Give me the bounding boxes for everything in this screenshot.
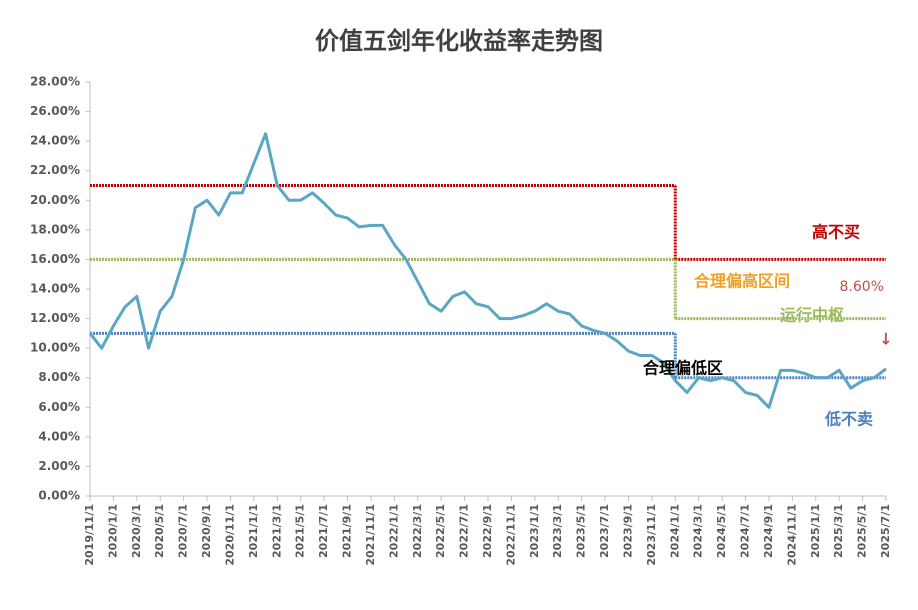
y-tick-label: 4.00% <box>38 429 80 443</box>
x-tick-label: 2021/3/1 <box>270 504 283 558</box>
x-tick-label: 2020/3/1 <box>130 504 143 558</box>
x-tick-label: 2019/11/1 <box>83 504 96 566</box>
x-tick-label: 2024/7/1 <box>739 504 752 558</box>
y-tick-label: 16.00% <box>30 252 80 266</box>
x-tick-label: 2024/9/1 <box>762 504 775 558</box>
x-tick-label: 2025/3/1 <box>832 504 845 558</box>
annotation: 合理偏高区间 <box>694 272 790 291</box>
y-tick-label: 8.00% <box>38 370 80 384</box>
x-tick-label: 2020/1/1 <box>106 504 119 558</box>
x-tick-label: 2021/11/1 <box>364 504 377 566</box>
x-tick-label: 2022/5/1 <box>434 504 447 558</box>
x-tick-label: 2020/7/1 <box>177 504 190 558</box>
x-tick-label: 2023/1/1 <box>528 504 541 558</box>
data-line <box>88 132 887 409</box>
value-label: 8.60% <box>840 279 884 295</box>
x-tick-label: 2024/3/1 <box>692 504 705 558</box>
x-tick-label: 2025/5/1 <box>856 504 869 558</box>
x-tick-label: 2021/9/1 <box>341 504 354 558</box>
y-tick-label: 20.00% <box>30 193 80 207</box>
x-tick-label: 2025/1/1 <box>809 504 822 558</box>
annotation: 高不买 <box>812 223 860 242</box>
x-tick-label: 2023/3/1 <box>551 504 564 558</box>
y-tick-label: 18.00% <box>30 222 80 236</box>
y-tick-label: 28.00% <box>30 75 80 89</box>
annotation: 低不卖 <box>824 410 873 429</box>
annotation: 合理偏低区 <box>643 359 723 378</box>
x-tick-label: 2023/5/1 <box>575 504 588 558</box>
x-tick-label: 2023/9/1 <box>621 504 634 558</box>
y-tick-label: 22.00% <box>30 163 80 177</box>
x-tick-label: 2022/11/1 <box>504 504 517 566</box>
y-tick-label: 14.00% <box>30 282 80 296</box>
y-tick-label: 10.00% <box>30 341 80 355</box>
x-tick-label: 2021/1/1 <box>247 504 260 558</box>
x-tick-label: 2020/5/1 <box>153 504 166 558</box>
y-tick-label: 2.00% <box>38 459 80 473</box>
y-tick-label: 24.00% <box>30 134 80 148</box>
x-tick-label: 2022/1/1 <box>387 504 400 558</box>
x-tick-label: 2021/7/1 <box>317 504 330 558</box>
y-tick-label: 6.00% <box>38 400 80 414</box>
x-tick-label: 2024/5/1 <box>715 504 728 558</box>
x-tick-label: 2020/11/1 <box>223 504 236 566</box>
x-tick-label: 2022/9/1 <box>481 504 494 558</box>
annotation: ↓ <box>879 330 892 349</box>
x-tick-label: 2021/5/1 <box>294 504 307 558</box>
x-tick-label: 2023/11/1 <box>645 504 658 566</box>
y-tick-label: 12.00% <box>30 311 80 325</box>
chart-title: 价值五剑年化收益率走势图 <box>315 27 603 55</box>
x-tick-label: 2022/7/1 <box>458 504 471 558</box>
annotation: 运行中枢 <box>780 306 844 325</box>
x-tick-label: 2022/3/1 <box>411 504 424 558</box>
y-tick-label: 0.00% <box>38 489 80 503</box>
y-tick-label: 26.00% <box>30 104 80 118</box>
x-tick-label: 2023/7/1 <box>598 504 611 558</box>
x-tick-label: 2024/1/1 <box>668 504 681 558</box>
x-tick-label: 2025/7/1 <box>879 504 892 558</box>
x-tick-label: 2024/11/1 <box>785 504 798 566</box>
x-tick-label: 2020/9/1 <box>200 504 213 558</box>
